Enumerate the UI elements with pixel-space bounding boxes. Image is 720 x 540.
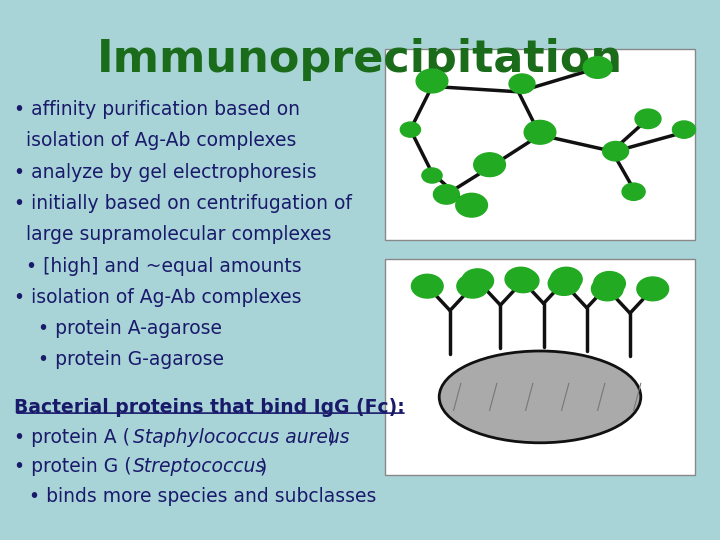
Text: Staphylococcus aureus: Staphylococcus aureus (133, 428, 350, 447)
Circle shape (462, 269, 493, 293)
Circle shape (411, 274, 443, 298)
FancyBboxPatch shape (385, 259, 695, 475)
Circle shape (551, 267, 582, 291)
Circle shape (400, 122, 420, 137)
Circle shape (457, 274, 489, 298)
Circle shape (422, 168, 442, 183)
Circle shape (505, 267, 536, 291)
Text: • [high] and ~equal amounts: • [high] and ~equal amounts (14, 256, 302, 275)
Circle shape (583, 57, 612, 78)
Text: • protein G-agarose: • protein G-agarose (14, 350, 225, 369)
Circle shape (433, 185, 459, 204)
Circle shape (524, 120, 556, 144)
Text: • protein A-agarose: • protein A-agarose (14, 319, 222, 338)
Circle shape (416, 69, 448, 93)
Circle shape (672, 121, 696, 138)
Text: large supramolecular complexes: large supramolecular complexes (14, 225, 332, 244)
FancyBboxPatch shape (385, 49, 695, 240)
Circle shape (603, 141, 629, 161)
Circle shape (637, 277, 669, 301)
Ellipse shape (439, 351, 641, 443)
Text: • protein A (: • protein A ( (14, 428, 130, 447)
Text: • binds more species and subclasses: • binds more species and subclasses (29, 487, 376, 506)
Circle shape (635, 109, 661, 129)
Circle shape (548, 272, 580, 295)
Circle shape (622, 183, 645, 200)
Text: • protein G (: • protein G ( (14, 457, 132, 476)
Text: Streptococcus: Streptococcus (133, 457, 266, 476)
Circle shape (594, 272, 626, 295)
Text: ): ) (259, 457, 266, 476)
Circle shape (508, 269, 539, 293)
Text: Bacterial proteins that bind IgG (Fc):: Bacterial proteins that bind IgG (Fc): (14, 398, 405, 417)
Text: • initially based on centrifugation of: • initially based on centrifugation of (14, 194, 352, 213)
Text: • isolation of Ag-Ab complexes: • isolation of Ag-Ab complexes (14, 288, 302, 307)
Text: Immunoprecipitation: Immunoprecipitation (97, 38, 623, 81)
Circle shape (474, 153, 505, 177)
Text: • analyze by gel electrophoresis: • analyze by gel electrophoresis (14, 163, 317, 181)
Circle shape (456, 193, 487, 217)
Text: ): ) (328, 428, 335, 447)
Circle shape (591, 277, 623, 301)
Circle shape (509, 74, 535, 93)
Text: isolation of Ag-Ab complexes: isolation of Ag-Ab complexes (14, 131, 297, 150)
Text: • affinity purification based on: • affinity purification based on (14, 100, 300, 119)
